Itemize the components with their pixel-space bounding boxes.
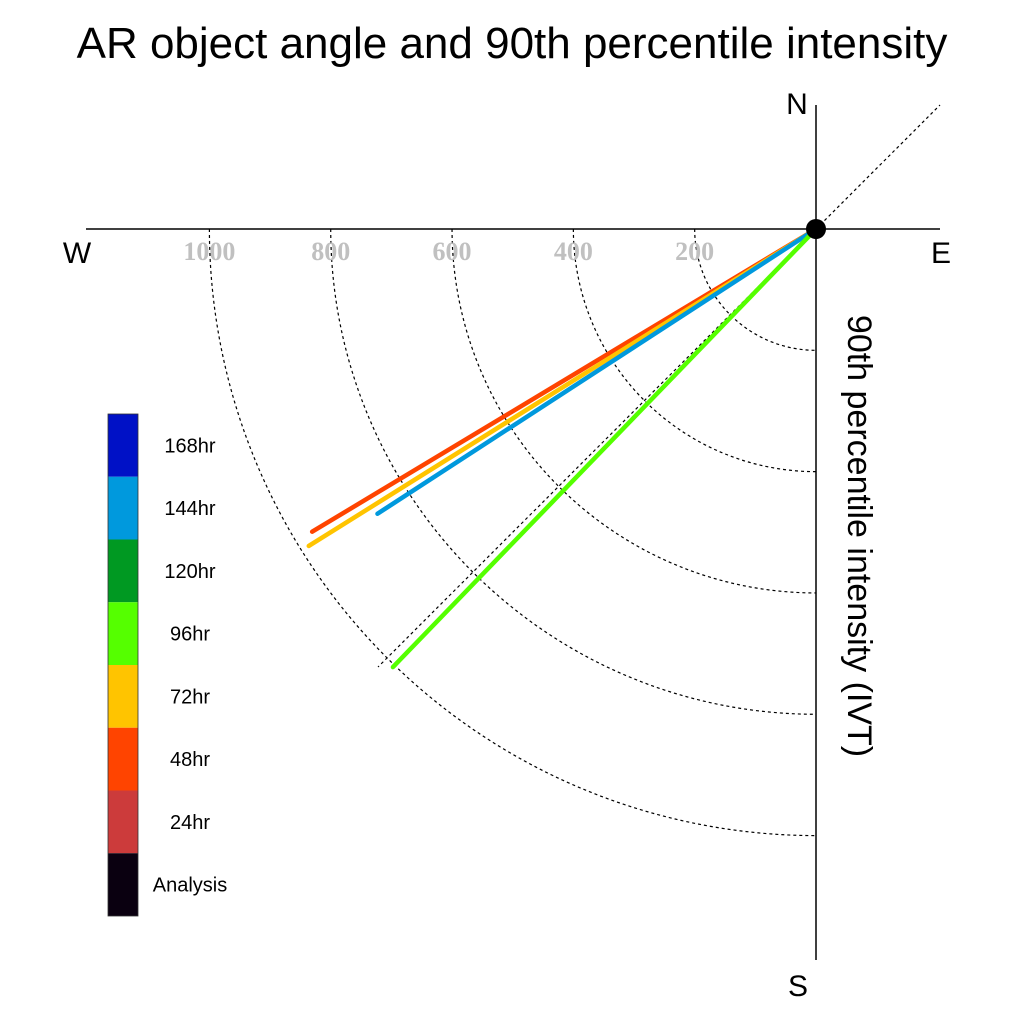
legend-swatch <box>108 602 138 665</box>
radial-grid-rings <box>208 228 817 837</box>
legend-label: 24hr <box>170 812 210 834</box>
legend-label: 48hr <box>170 749 210 771</box>
legend-swatch <box>108 414 138 477</box>
compass-south-label: S <box>788 970 808 1003</box>
compass-west-label: W <box>63 237 92 270</box>
chart-title: AR object angle and 90th percentile inte… <box>77 19 948 68</box>
grid-ring-800 <box>330 228 817 715</box>
compass-north-label: N <box>786 88 808 121</box>
grid-ring-400 <box>572 228 817 473</box>
grid-ring-600 <box>451 228 817 594</box>
legend-label: 120hr <box>164 561 215 583</box>
northeast-guide-line <box>815 104 941 230</box>
compass-east-label: E <box>931 237 951 270</box>
axes <box>86 105 940 960</box>
radial-tick-labels: 200 400 600 800 1000 <box>183 237 714 266</box>
legend-label: Analysis <box>153 875 227 897</box>
legend-label: 72hr <box>170 686 210 708</box>
radial-axis-label: 90th percentile intensity (IVT) <box>840 315 878 757</box>
radial-tick-label: 800 <box>311 237 350 266</box>
legend-swatch <box>108 790 138 854</box>
origin-marker <box>806 219 826 239</box>
radial-tick-label: 600 <box>433 237 472 266</box>
grid-ring-1000 <box>208 228 817 837</box>
legend: 168hr 144hr 120hr 96hr 72hr 48hr 24hr Analysis <box>107 413 227 917</box>
legend-border <box>107 413 139 917</box>
legend-label: 168hr <box>164 435 215 457</box>
legend-swatch <box>108 853 138 916</box>
radial-tick-label: 200 <box>675 237 714 266</box>
grid-layer <box>208 104 941 837</box>
series-line-96hr <box>390 226 819 670</box>
series-line-144hr <box>375 226 819 517</box>
legend-swatch <box>108 476 138 540</box>
series-lines <box>306 226 819 670</box>
radial-tick-label: 1000 <box>183 237 235 266</box>
grid-ring-200 <box>694 228 817 351</box>
legend-swatch <box>108 727 138 791</box>
radial-tick-label: 400 <box>554 237 593 266</box>
legend-swatch <box>108 539 138 603</box>
legend-label: 144hr <box>164 498 215 520</box>
legend-swatch <box>108 665 138 728</box>
legend-label: 96hr <box>170 624 210 646</box>
